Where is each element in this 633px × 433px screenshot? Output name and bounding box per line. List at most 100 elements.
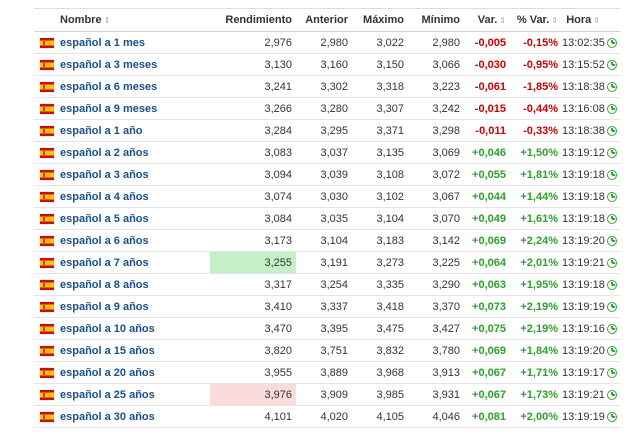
bond-name-cell[interactable]: español a 3 meses [60,53,210,76]
header-maximo[interactable]: Máximo [352,8,408,32]
bond-name-cell[interactable]: español a 25 años [60,383,210,406]
hora-cell: 13:19:16 [562,317,605,340]
table-header: Nombre ⇕ Rendimiento Anterior Máximo Míni… [34,8,620,32]
table-row[interactable]: español a 1 año 3,284 3,295 3,371 3,298 -0,01… [34,119,620,142]
anterior-cell: 3,751 [296,339,352,362]
table-row[interactable]: español a 30 años 4,101 4,020 4,105 4,046 +0,… [34,405,620,428]
table-row[interactable]: español a 7 años 3,255 3,191 3,273 3,225 +0,0… [34,251,620,274]
table-row[interactable]: español a 6 meses 3,241 3,302 3,318 3,223 -0,… [34,75,620,98]
bond-name-link[interactable]: español a 20 años [60,366,155,379]
table-row[interactable]: español a 4 años 3,074 3,030 3,102 3,067 +0,0… [34,185,620,208]
bond-name-cell[interactable]: español a 1 mes [60,31,210,54]
bond-name-link[interactable]: español a 5 años [60,212,149,225]
minimo-cell: 3,069 [408,141,464,164]
table-row[interactable]: español a 2 años 3,083 3,037 3,135 3,069 +0,0… [34,141,620,164]
table-row[interactable]: español a 9 años 3,410 3,337 3,418 3,370 +0,0… [34,295,620,318]
maximo-cell: 3,475 [352,317,408,340]
bond-name-link[interactable]: español a 3 meses [60,58,158,71]
bond-name-cell[interactable]: español a 30 años [60,405,210,428]
bond-name-cell[interactable]: español a 1 año [60,119,210,142]
header-var[interactable]: Var. ⇕ [464,8,510,32]
bond-name-cell[interactable]: español a 3 años [60,163,210,186]
flag-cell [34,339,60,362]
bond-name-link[interactable]: español a 10 años [60,322,155,335]
minimo-cell: 3,913 [408,361,464,384]
header-pvar[interactable]: % Var. ⇕ [510,8,562,32]
bond-name-link[interactable]: español a 15 años [60,344,155,357]
table-row[interactable]: español a 15 años 3,820 3,751 3,832 3,780 +0,… [34,339,620,362]
bond-name-link[interactable]: español a 4 años [60,190,149,203]
bond-name-cell[interactable]: español a 15 años [60,339,210,362]
bond-name-link[interactable]: español a 7 años [60,256,149,269]
bond-name-cell[interactable]: español a 6 años [60,229,210,252]
table-row[interactable]: español a 8 años 3,317 3,254 3,335 3,290 +0,0… [34,273,620,296]
clock-icon [607,125,617,136]
spain-flag-icon [40,301,54,312]
minimo-cell: 3,072 [408,163,464,186]
bond-name-link[interactable]: español a 30 años [60,410,155,423]
bond-name-cell[interactable]: español a 9 meses [60,97,210,120]
anterior-cell: 3,337 [296,295,352,318]
bond-name-cell[interactable]: español a 4 años [60,185,210,208]
bond-name-cell[interactable]: español a 2 años [60,141,210,164]
bond-name-cell[interactable]: español a 6 meses [60,75,210,98]
sort-icon: ⇕ [551,16,558,25]
pvar-cell: +2,24% [510,229,562,252]
table-row[interactable]: español a 3 años 3,094 3,039 3,108 3,072 +0,0… [34,163,620,186]
bond-name-cell[interactable]: español a 9 años [60,295,210,318]
minimo-cell: 4,046 [408,405,464,428]
rendimiento-cell: 3,976 [210,383,296,406]
maximo-cell: 3,418 [352,295,408,318]
bond-name-link[interactable]: español a 9 años [60,300,149,313]
header-hora[interactable]: Hora ⇕ [562,8,604,32]
bond-name-cell[interactable]: español a 20 años [60,361,210,384]
hora-cell: 13:19:18 [562,185,605,208]
table-row[interactable]: español a 1 mes 2,976 2,980 3,022 2,980 -0,00… [34,31,620,54]
var-cell: +0,055 [464,163,510,186]
bond-name-link[interactable]: español a 25 años [60,388,155,401]
rendimiento-cell: 3,255 [210,251,296,274]
rendimiento-cell: 3,266 [210,97,296,120]
table-row[interactable]: español a 9 meses 3,266 3,280 3,307 3,242 -0,… [34,97,620,120]
bond-name-link[interactable]: español a 1 año [60,124,143,137]
bond-name-link[interactable]: español a 1 mes [60,36,145,49]
flag-cell [34,405,60,428]
header-minimo[interactable]: Mínimo [408,8,464,32]
header-nombre[interactable]: Nombre ⇕ [60,8,210,32]
bond-name-link[interactable]: español a 6 meses [60,80,158,93]
hora-cell: 13:19:19 [562,295,605,318]
table-row[interactable]: español a 25 años 3,976 3,909 3,985 3,931 +0,… [34,383,620,406]
clock-icon [607,37,617,48]
hora-cell: 13:19:17 [562,361,605,384]
rendimiento-cell: 3,241 [210,75,296,98]
maximo-cell: 4,105 [352,405,408,428]
bonds-table-container: Nombre ⇕ Rendimiento Anterior Máximo Míni… [34,8,620,428]
spain-flag-icon [40,257,54,268]
clock-cell [604,273,620,296]
bond-name-cell[interactable]: español a 7 años [60,251,210,274]
clock-icon [607,169,617,180]
bond-name-link[interactable]: español a 8 años [60,278,149,291]
table-row[interactable]: español a 20 años 3,955 3,889 3,968 3,913 +0,… [34,361,620,384]
anterior-cell: 3,295 [296,119,352,142]
bond-name-cell[interactable]: español a 10 años [60,317,210,340]
flag-cell [34,273,60,296]
rendimiento-cell: 4,101 [210,405,296,428]
table-row[interactable]: español a 6 años 3,173 3,104 3,183 3,142 +0,0… [34,229,620,252]
bond-name-link[interactable]: español a 6 años [60,234,149,247]
bond-name-cell[interactable]: español a 5 años [60,207,210,230]
header-minimo-label: Mínimo [421,14,461,26]
header-rendimiento[interactable]: Rendimiento [210,8,296,32]
table-row[interactable]: español a 5 años 3,084 3,035 3,104 3,070 +0,0… [34,207,620,230]
table-row[interactable]: español a 3 meses 3,130 3,160 3,150 3,066 -0,… [34,53,620,76]
bond-name-link[interactable]: español a 9 meses [60,102,158,115]
bond-name-link[interactable]: español a 2 años [60,146,149,159]
table-row[interactable]: español a 10 años 3,470 3,395 3,475 3,427 +0,… [34,317,620,340]
bond-name-link[interactable]: español a 3 años [60,168,149,181]
header-anterior[interactable]: Anterior [296,8,352,32]
pvar-cell: -0,95% [510,53,562,76]
bond-name-cell[interactable]: español a 8 años [60,273,210,296]
clock-cell [604,229,620,252]
maximo-cell: 3,150 [352,53,408,76]
sort-icon: ⇕ [103,16,111,25]
